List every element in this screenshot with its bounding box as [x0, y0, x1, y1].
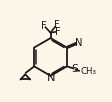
- Text: F: F: [54, 27, 60, 37]
- Text: N: N: [74, 38, 82, 48]
- Text: N: N: [46, 73, 55, 83]
- Text: F: F: [40, 21, 46, 31]
- Text: CH₃: CH₃: [79, 67, 95, 76]
- Text: F: F: [54, 20, 59, 30]
- Text: S: S: [70, 64, 77, 74]
